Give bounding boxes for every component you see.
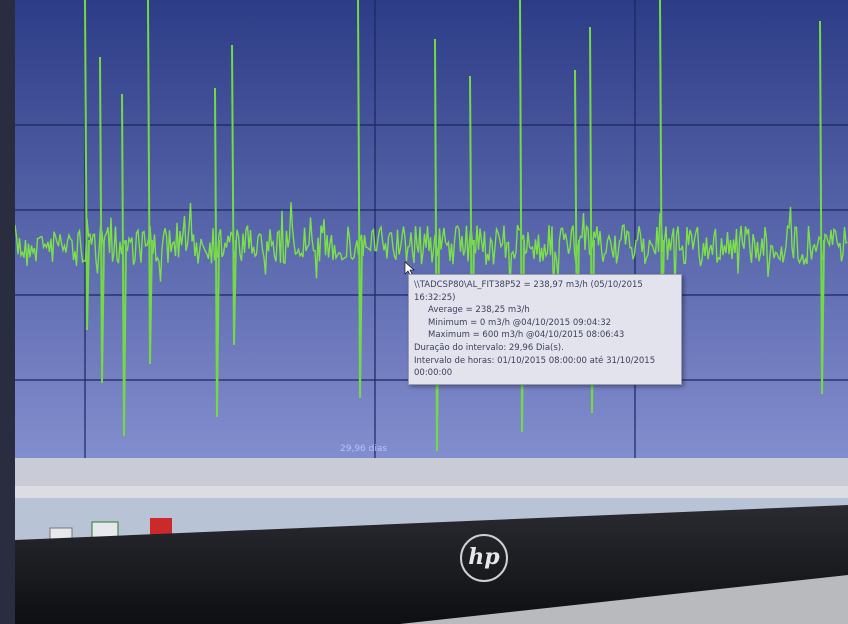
tooltip: \\TADCSP80\AL_FIT38P52 = 238,97 m3/h (05… [408,274,682,385]
tooltip-line: 16:32:25) [414,292,676,305]
toolbar [15,458,848,486]
tooltip-line: Average = 238,25 m3/h [414,304,676,317]
tooltip-line: \\TADCSP80\AL_FIT38P52 = 238,97 m3/h (05… [414,279,676,292]
scrollbar [15,486,848,498]
logo: hp [460,534,508,582]
tooltip-line: Minimum = 0 m3/h @04/10/2015 09:04:32 [414,317,676,330]
photo: \\TADCSP80\AL_FIT38P52 = 238,97 m3/h (05… [0,0,848,624]
tooltip-line: Duração do intervalo: 29,96 Dia(s). [414,342,676,355]
edge [0,0,15,624]
time-span[interactable]: 29,96 dias [340,444,387,454]
tooltip-line: 00:00:00 [414,367,676,380]
tooltip-line: Maximum = 600 m3/h @04/10/2015 08:06:43 [414,329,676,342]
plot-area [15,0,848,470]
tooltip-line: Intervalo de horas: 01/10/2015 08:00:00 … [414,355,676,368]
